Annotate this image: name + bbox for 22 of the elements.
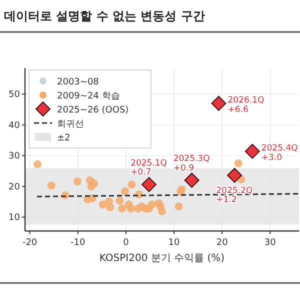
y-tick-label: 40 (8, 120, 20, 131)
x-axis-title: KOSPI200 분기 수익률 (%) (99, 253, 225, 264)
x-tick-label: 30 (264, 238, 276, 248)
annotation: 2025.2Q +1.2 (216, 186, 253, 206)
x-tick-label: 20 (216, 238, 228, 248)
annotation: 2026.1Q +6.6 (228, 96, 264, 115)
x-tick-label: 0 (123, 238, 130, 248)
legend-label: 2025~26 (OOS) (57, 106, 129, 116)
x-tick-label: 10 (168, 238, 180, 248)
chart-title: 데이터로 설명할 수 없는 변동성 구간 (4, 9, 205, 23)
annotation: 2025.4Q +3.0 (261, 143, 298, 163)
legend-label: 회귀선 (57, 120, 84, 130)
legend-label: ±2 (57, 134, 70, 144)
legend-label: 2009~24 학습 (57, 92, 120, 102)
y-tick-label: 10 (8, 213, 20, 224)
x-tick-label: -20 (22, 238, 38, 248)
y-tick-label: 30 (8, 152, 20, 162)
x-tick-label: -10 (70, 238, 86, 248)
y-tick-label: 20 (8, 182, 20, 192)
legend-label: 2003~08 (57, 78, 100, 88)
y-tick-label: 50 (8, 90, 20, 100)
annotation: 2025.3Q +0.9 (173, 154, 210, 174)
